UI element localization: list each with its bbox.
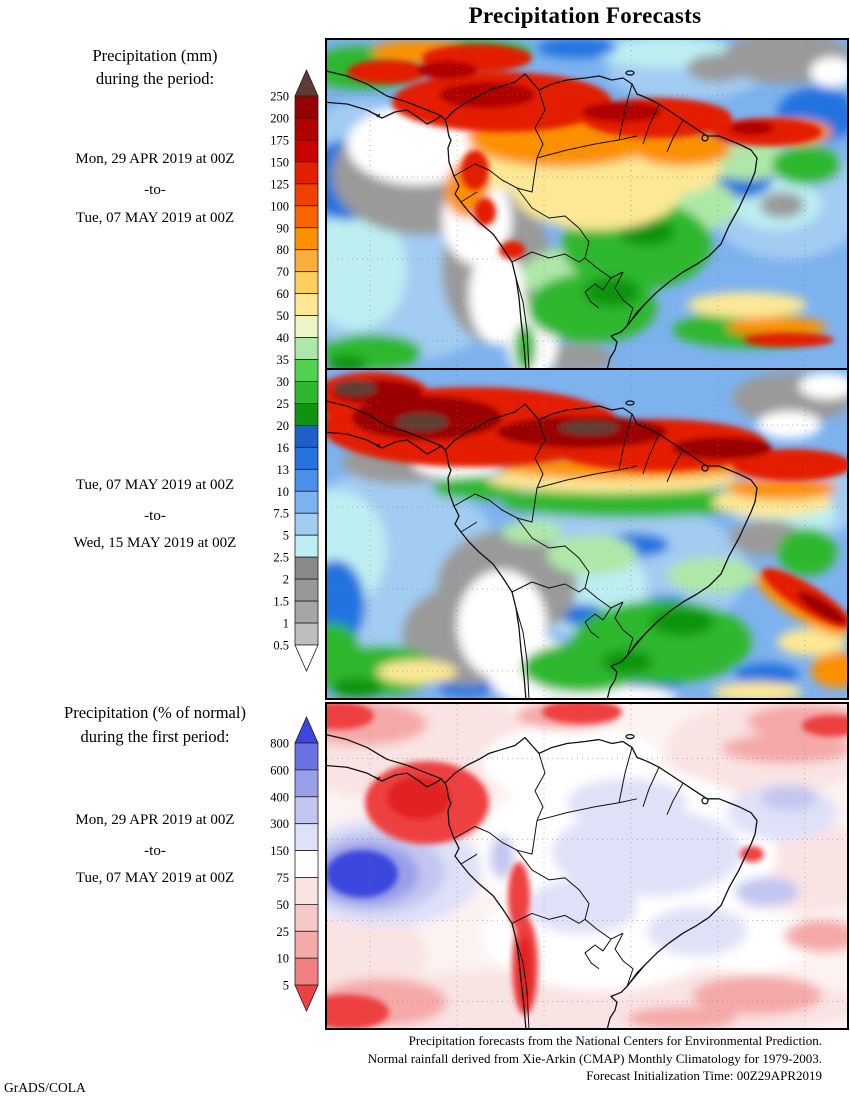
map-panel-1-precip-week1 (325, 38, 849, 370)
panel3-date-end: Tue, 07 MAY 2019 at 00Z (75, 870, 235, 886)
legend-arrow (294, 984, 319, 1013)
legend-tick-label: 400 (270, 790, 289, 804)
legend-color-box (294, 796, 319, 825)
panel1-heading-line1: Precipitation (mm) (92, 46, 218, 65)
legend-tick-label: 1.5 (273, 595, 289, 609)
legend-color-box (294, 877, 319, 905)
legend-color-box (294, 117, 319, 141)
legend-color-box (294, 490, 319, 514)
legend-color-box (294, 468, 319, 492)
legend-tick-label: 175 (270, 133, 289, 147)
legend-color-box (294, 271, 319, 295)
legend-color-box (294, 183, 319, 207)
legend-color-box (294, 161, 319, 185)
legend-tick-label: 300 (270, 817, 289, 831)
legend-tick-label: 150 (270, 155, 289, 169)
grads-credit: GrADS/COLA (4, 1080, 86, 1095)
legend-color-box (294, 227, 319, 251)
legend-color-box (294, 249, 319, 273)
legend-color-box (294, 403, 319, 426)
map-panel-2-precip-week2 (325, 368, 849, 700)
legend-tick-label: 5 (283, 529, 289, 543)
legend-color-box (294, 424, 319, 448)
legend-arrow (294, 69, 319, 97)
legend-tick-label: 25 (277, 397, 290, 411)
legend-color-box (294, 850, 319, 878)
legend-color-box (294, 139, 319, 163)
legend-color-box (294, 381, 319, 404)
panel2-date-separator: -to- (144, 508, 166, 524)
legend-tick-label: 125 (270, 177, 289, 191)
legend-tick-label: 150 (270, 844, 289, 858)
legend-tick-label: 5 (283, 979, 289, 993)
legend-color-box (294, 315, 319, 338)
panel2-date-start: Tue, 07 MAY 2019 at 00Z (75, 477, 235, 493)
panel1-date-separator: -to- (144, 182, 166, 198)
legend-color-box (294, 512, 319, 536)
legend-color-box (294, 534, 319, 558)
legend-tick-label: 80 (277, 243, 290, 257)
legend-tick-label: 10 (277, 485, 290, 499)
legend-precipitation-mm: 2502001751501251009080706050403530252016… (270, 69, 319, 672)
legend-tick-label: 250 (270, 90, 289, 104)
caption-block: Precipitation forecasts from the Nationa… (330, 1032, 822, 1085)
legend-tick-label: 50 (277, 898, 290, 912)
legend-tick-label: 35 (277, 353, 290, 367)
legend-tick-label: 90 (277, 221, 290, 235)
legend-tick-label: 100 (270, 199, 289, 213)
legend-tick-label: 75 (277, 871, 290, 885)
legend-tick-label: 7.5 (273, 507, 289, 521)
legend-color-box (294, 293, 319, 316)
panel1-heading-line2: during the period: (95, 69, 215, 88)
legend-tick-label: 30 (277, 375, 290, 389)
legend-arrow (294, 716, 319, 744)
caption-line-1: Precipitation forecasts from the Nationa… (408, 1033, 822, 1048)
legend-tick-label: 800 (270, 737, 289, 751)
legend-percent-of-normal: 800 600 400 300 150 75 50 25 10 5 (270, 716, 319, 1013)
legend-color-box (294, 622, 319, 646)
legend-color-box (294, 903, 319, 932)
legend-tick-label: 13 (277, 463, 290, 477)
legend-color-box (294, 359, 319, 382)
legend-color-box (294, 556, 319, 580)
legend-color-box (294, 95, 319, 119)
panel3-date-start: Mon, 29 APR 2019 at 00Z (75, 812, 235, 828)
caption-line-3: Forecast Initialization Time: 00Z29APR20… (586, 1068, 822, 1083)
legend-tick-label: 10 (277, 952, 290, 966)
panel3-heading-line1: Precipitation (% of normal) (64, 703, 246, 722)
legend-tick-label: 600 (270, 763, 289, 777)
panel2-date-end: Wed, 15 MAY 2019 at 00Z (73, 535, 237, 551)
legend-tick-label: 16 (277, 441, 290, 455)
panel3-date-separator: -to- (144, 843, 166, 859)
legend-tick-label: 1 (283, 617, 289, 631)
page-title: Precipitation Forecasts (468, 3, 702, 28)
panel1-date-start: Mon, 29 APR 2019 at 00Z (75, 151, 235, 167)
legend-color-box (294, 769, 319, 798)
legend-tick-label: 40 (277, 331, 290, 345)
legend-color-box (294, 205, 319, 229)
legend-tick-label: 25 (277, 925, 290, 939)
legend-tick-label: 2 (283, 573, 289, 587)
legend-arrow (294, 644, 319, 672)
legend-color-box (294, 446, 319, 470)
panel1-date-end: Tue, 07 MAY 2019 at 00Z (75, 210, 235, 226)
map-panel-3-percent-of-normal (325, 702, 849, 1030)
legend-color-box (294, 957, 319, 986)
caption-line-2: Normal rainfall derived from Xie-Arkin (… (367, 1050, 822, 1066)
legend-tick-label: 60 (277, 287, 290, 301)
legend-color-box (294, 742, 319, 771)
legend-color-box (294, 600, 319, 624)
legend-tick-label: 200 (270, 111, 289, 125)
legend-color-box (294, 578, 319, 602)
legend-color-box (294, 337, 319, 360)
legend-tick-label: 70 (277, 265, 290, 279)
legend-color-box (294, 930, 319, 959)
legend-tick-label: 50 (277, 309, 290, 323)
legend-color-box (294, 823, 319, 851)
legend-tick-label: 0.5 (273, 639, 289, 653)
legend-tick-label: 20 (277, 419, 290, 433)
panel3-heading-line2: during the first period: (80, 727, 230, 746)
legend-tick-label: 2.5 (273, 551, 289, 565)
